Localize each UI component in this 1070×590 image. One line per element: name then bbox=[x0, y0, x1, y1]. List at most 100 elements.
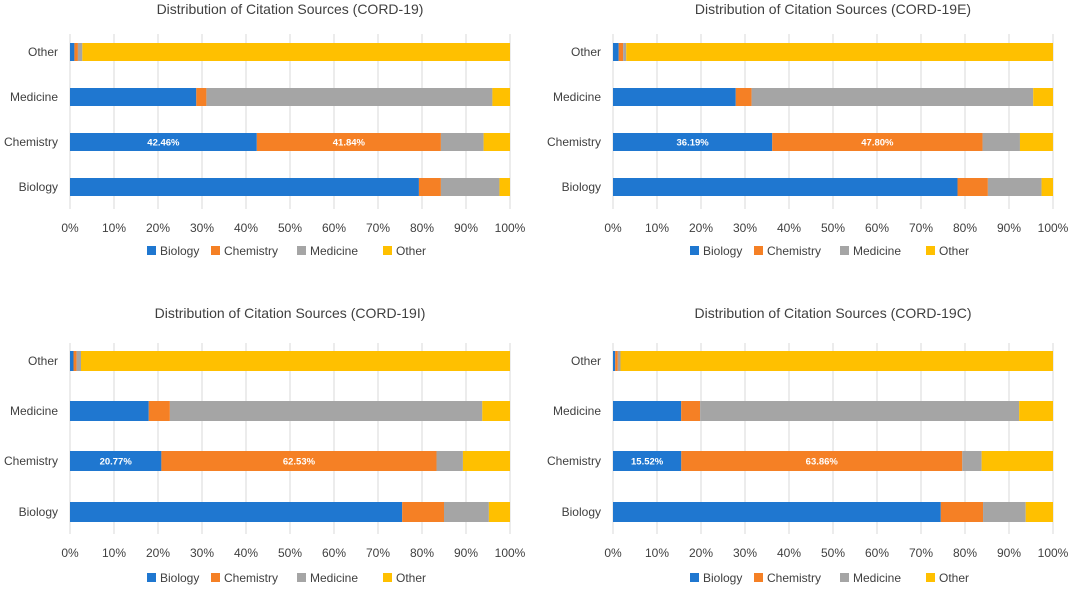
bar-other-medicine[interactable] bbox=[77, 43, 83, 61]
bar-other-chemistry[interactable] bbox=[618, 43, 624, 61]
bar-medicine-biology[interactable] bbox=[613, 88, 736, 106]
bar-medicine-medicine[interactable] bbox=[751, 88, 1034, 106]
bar-other-biology[interactable] bbox=[613, 351, 616, 371]
bar-chemistry-medicine[interactable] bbox=[440, 133, 484, 151]
bar-medicine-chemistry[interactable] bbox=[196, 88, 207, 106]
bar-chemistry-chemistry[interactable] bbox=[681, 451, 963, 471]
bar-other-chemistry[interactable] bbox=[615, 351, 618, 371]
bar-medicine-other[interactable] bbox=[482, 401, 510, 421]
bar-medicine-chemistry[interactable] bbox=[735, 88, 752, 106]
x-tick-label: 0% bbox=[604, 221, 622, 235]
legend-swatch-medicine bbox=[297, 573, 306, 582]
bar-chemistry-biology[interactable] bbox=[70, 133, 257, 151]
bar-other-chemistry[interactable] bbox=[74, 43, 78, 61]
bar-medicine-medicine[interactable] bbox=[169, 401, 483, 421]
legend-item-biology: Biology bbox=[690, 571, 742, 585]
x-tick-label: 60% bbox=[322, 546, 346, 560]
bar-biology-medicine[interactable] bbox=[983, 502, 1026, 522]
legend-item-biology: Biology bbox=[690, 244, 742, 258]
category-label-biology: Biology bbox=[19, 505, 58, 519]
bar-biology-other[interactable] bbox=[488, 502, 510, 522]
bar-biology-biology[interactable] bbox=[613, 502, 941, 522]
bar-other-medicine[interactable] bbox=[617, 351, 621, 371]
category-label-other: Other bbox=[571, 45, 601, 59]
bar-biology-biology[interactable] bbox=[613, 178, 958, 196]
category-label-chemistry: Chemistry bbox=[547, 454, 601, 468]
x-tick-label: 40% bbox=[234, 221, 258, 235]
bar-medicine-other[interactable] bbox=[492, 88, 510, 106]
bar-other-biology[interactable] bbox=[613, 43, 619, 61]
bar-medicine-medicine[interactable] bbox=[700, 401, 1020, 421]
legend-swatch-biology bbox=[690, 246, 699, 255]
bar-chemistry-other[interactable] bbox=[462, 451, 510, 471]
x-tick-label: 50% bbox=[821, 546, 845, 560]
legend-item-other: Other bbox=[926, 244, 969, 258]
bar-other-other[interactable] bbox=[626, 43, 1053, 61]
legend-label-medicine: Medicine bbox=[853, 244, 901, 258]
bar-biology-medicine[interactable] bbox=[987, 178, 1042, 196]
legend-item-medicine: Medicine bbox=[840, 244, 901, 258]
bar-other-biology[interactable] bbox=[70, 43, 75, 61]
bar-other-chemistry[interactable] bbox=[73, 351, 77, 371]
x-tick-label: 20% bbox=[146, 546, 170, 560]
category-label-medicine: Medicine bbox=[553, 404, 601, 418]
bar-chemistry-chemistry[interactable] bbox=[772, 133, 983, 151]
bar-chemistry-medicine[interactable] bbox=[436, 451, 463, 471]
bar-medicine-other[interactable] bbox=[1033, 88, 1053, 106]
bar-chemistry-chemistry[interactable] bbox=[161, 451, 437, 471]
bar-biology-medicine[interactable] bbox=[440, 178, 500, 196]
legend-swatch-biology bbox=[147, 246, 156, 255]
bar-chemistry-other[interactable] bbox=[981, 451, 1053, 471]
legend-label-other: Other bbox=[939, 571, 969, 585]
x-tick-label: 80% bbox=[953, 221, 977, 235]
bar-chemistry-biology[interactable] bbox=[613, 133, 773, 151]
bar-medicine-other[interactable] bbox=[1019, 401, 1053, 421]
x-tick-label: 30% bbox=[190, 221, 214, 235]
bar-other-other[interactable] bbox=[620, 351, 1053, 371]
legend-item-biology: Biology bbox=[147, 244, 199, 258]
legend-item-chemistry: Chemistry bbox=[211, 571, 278, 585]
x-tick-label: 10% bbox=[645, 546, 669, 560]
x-tick-label: 60% bbox=[865, 221, 889, 235]
bar-biology-other[interactable] bbox=[1025, 502, 1053, 522]
bar-other-other[interactable] bbox=[82, 43, 510, 61]
bar-medicine-biology[interactable] bbox=[70, 88, 197, 106]
bar-chemistry-biology[interactable] bbox=[70, 451, 162, 471]
bar-chemistry-chemistry[interactable] bbox=[256, 133, 441, 151]
bar-biology-chemistry[interactable] bbox=[957, 178, 988, 196]
x-tick-label: 30% bbox=[190, 546, 214, 560]
bar-other-medicine[interactable] bbox=[76, 351, 81, 371]
category-label-medicine: Medicine bbox=[553, 90, 601, 104]
bar-other-medicine[interactable] bbox=[623, 43, 627, 61]
x-tick-label: 20% bbox=[689, 546, 713, 560]
bar-medicine-chemistry[interactable] bbox=[681, 401, 701, 421]
category-label-other: Other bbox=[28, 45, 58, 59]
bar-biology-chemistry[interactable] bbox=[402, 502, 444, 522]
x-tick-label: 90% bbox=[997, 221, 1021, 235]
bar-other-other[interactable] bbox=[81, 351, 510, 371]
bar-biology-biology[interactable] bbox=[70, 178, 419, 196]
bar-chemistry-medicine[interactable] bbox=[982, 133, 1020, 151]
bar-biology-other[interactable] bbox=[499, 178, 510, 196]
bar-medicine-chemistry[interactable] bbox=[148, 401, 170, 421]
bar-medicine-biology[interactable] bbox=[70, 401, 149, 421]
bar-biology-medicine[interactable] bbox=[444, 502, 489, 522]
bar-biology-other[interactable] bbox=[1041, 178, 1053, 196]
bar-chemistry-biology[interactable] bbox=[613, 451, 682, 471]
bar-biology-chemistry[interactable] bbox=[940, 502, 984, 522]
data-label-chemistry-biology: 42.46% bbox=[147, 138, 180, 149]
x-tick-label: 100% bbox=[1038, 546, 1069, 560]
bar-medicine-biology[interactable] bbox=[613, 401, 682, 421]
bar-other-biology[interactable] bbox=[70, 351, 74, 371]
bar-biology-chemistry[interactable] bbox=[418, 178, 441, 196]
data-label-chemistry-chemistry: 63.86% bbox=[806, 457, 839, 468]
x-tick-label: 30% bbox=[733, 221, 757, 235]
bar-biology-biology[interactable] bbox=[70, 502, 403, 522]
legend-label-medicine: Medicine bbox=[310, 571, 358, 585]
bar-medicine-medicine[interactable] bbox=[206, 88, 493, 106]
bar-chemistry-medicine[interactable] bbox=[962, 451, 982, 471]
bar-chemistry-other[interactable] bbox=[483, 133, 510, 151]
bar-chemistry-other[interactable] bbox=[1019, 133, 1053, 151]
legend-item-medicine: Medicine bbox=[297, 571, 358, 585]
category-label-chemistry: Chemistry bbox=[4, 454, 58, 468]
